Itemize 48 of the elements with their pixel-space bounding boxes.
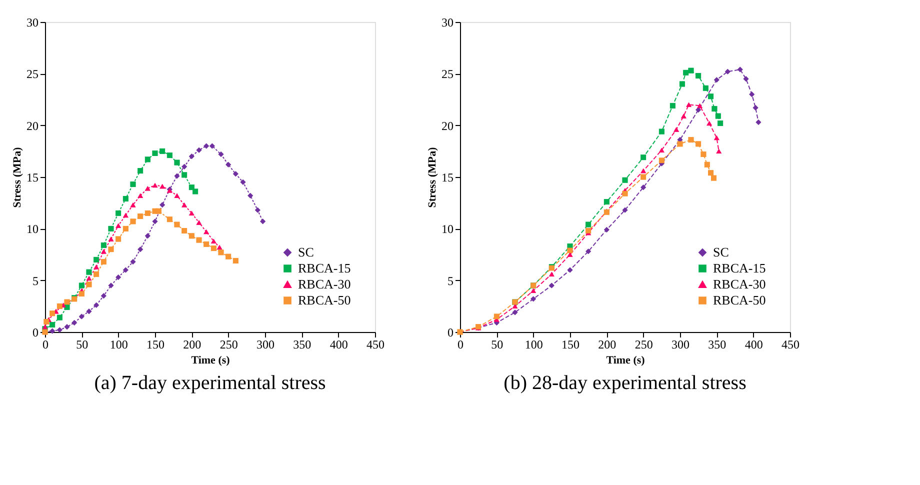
x-tick-label: 200 [598, 338, 616, 352]
x-tick-label: 450 [366, 338, 384, 352]
y-tick-label: 30 [442, 16, 454, 30]
x-tick-label: 150 [146, 338, 164, 352]
y-tick-label: 20 [26, 118, 38, 133]
x-tick-label: 150 [562, 338, 580, 352]
legend-label: SC [713, 244, 729, 260]
y-tick-label: 0 [32, 326, 38, 340]
x-tick-label: 350 [708, 338, 726, 352]
x-tick-label: 300 [256, 338, 274, 352]
y-tick-label: 25 [442, 67, 454, 82]
y-tick-label: 30 [26, 16, 38, 30]
y-tick-label: 10 [26, 222, 38, 236]
x-tick-label: 100 [110, 338, 128, 352]
x-tick-label: 100 [524, 338, 543, 352]
legend-label: RBCA-15 [298, 260, 351, 276]
x-tick-label: 350 [293, 338, 312, 352]
x-tick-label: 300 [672, 338, 690, 352]
legend-label: RBCA-50 [298, 292, 351, 308]
x-axis-title: Time (s) [191, 354, 230, 366]
y-tick-label: 25 [26, 67, 38, 82]
y-tick-label: 15 [26, 170, 38, 184]
y-tick-label: 0 [448, 326, 454, 340]
legend-label: RBCA-50 [713, 292, 766, 308]
y-tick-label: 5 [32, 274, 38, 288]
legend-label: SC [298, 244, 314, 260]
y-tick-label: 5 [448, 274, 454, 288]
x-tick-label: 0 [458, 338, 464, 352]
x-tick-label: 400 [330, 338, 348, 352]
x-tick-label: 50 [76, 338, 88, 352]
y-axis-title: Stress (MPa) [12, 146, 24, 208]
text: (a) 7-day experimental stress [94, 372, 326, 394]
y-tick-label: 15 [442, 170, 454, 184]
x-tick-label: 250 [634, 338, 653, 352]
y-axis-title: Stress (MPa) [426, 146, 438, 208]
x-tick-label: 450 [782, 338, 800, 352]
x-tick-label: 250 [220, 338, 238, 352]
x-tick-label: 400 [744, 338, 763, 352]
x-axis-title: Time (s) [606, 354, 646, 366]
x-tick-label: 0 [42, 338, 48, 352]
legend-label: RBCA-15 [713, 260, 766, 276]
y-tick-label: 10 [442, 222, 454, 236]
text: (b) 28-day experimental stress [504, 372, 747, 394]
legend-label: RBCA-30 [713, 276, 766, 292]
legend-label: RBCA-30 [298, 276, 351, 292]
y-tick-label: 20 [442, 118, 454, 133]
x-tick-label: 50 [491, 338, 504, 352]
x-tick-label: 200 [183, 338, 202, 352]
